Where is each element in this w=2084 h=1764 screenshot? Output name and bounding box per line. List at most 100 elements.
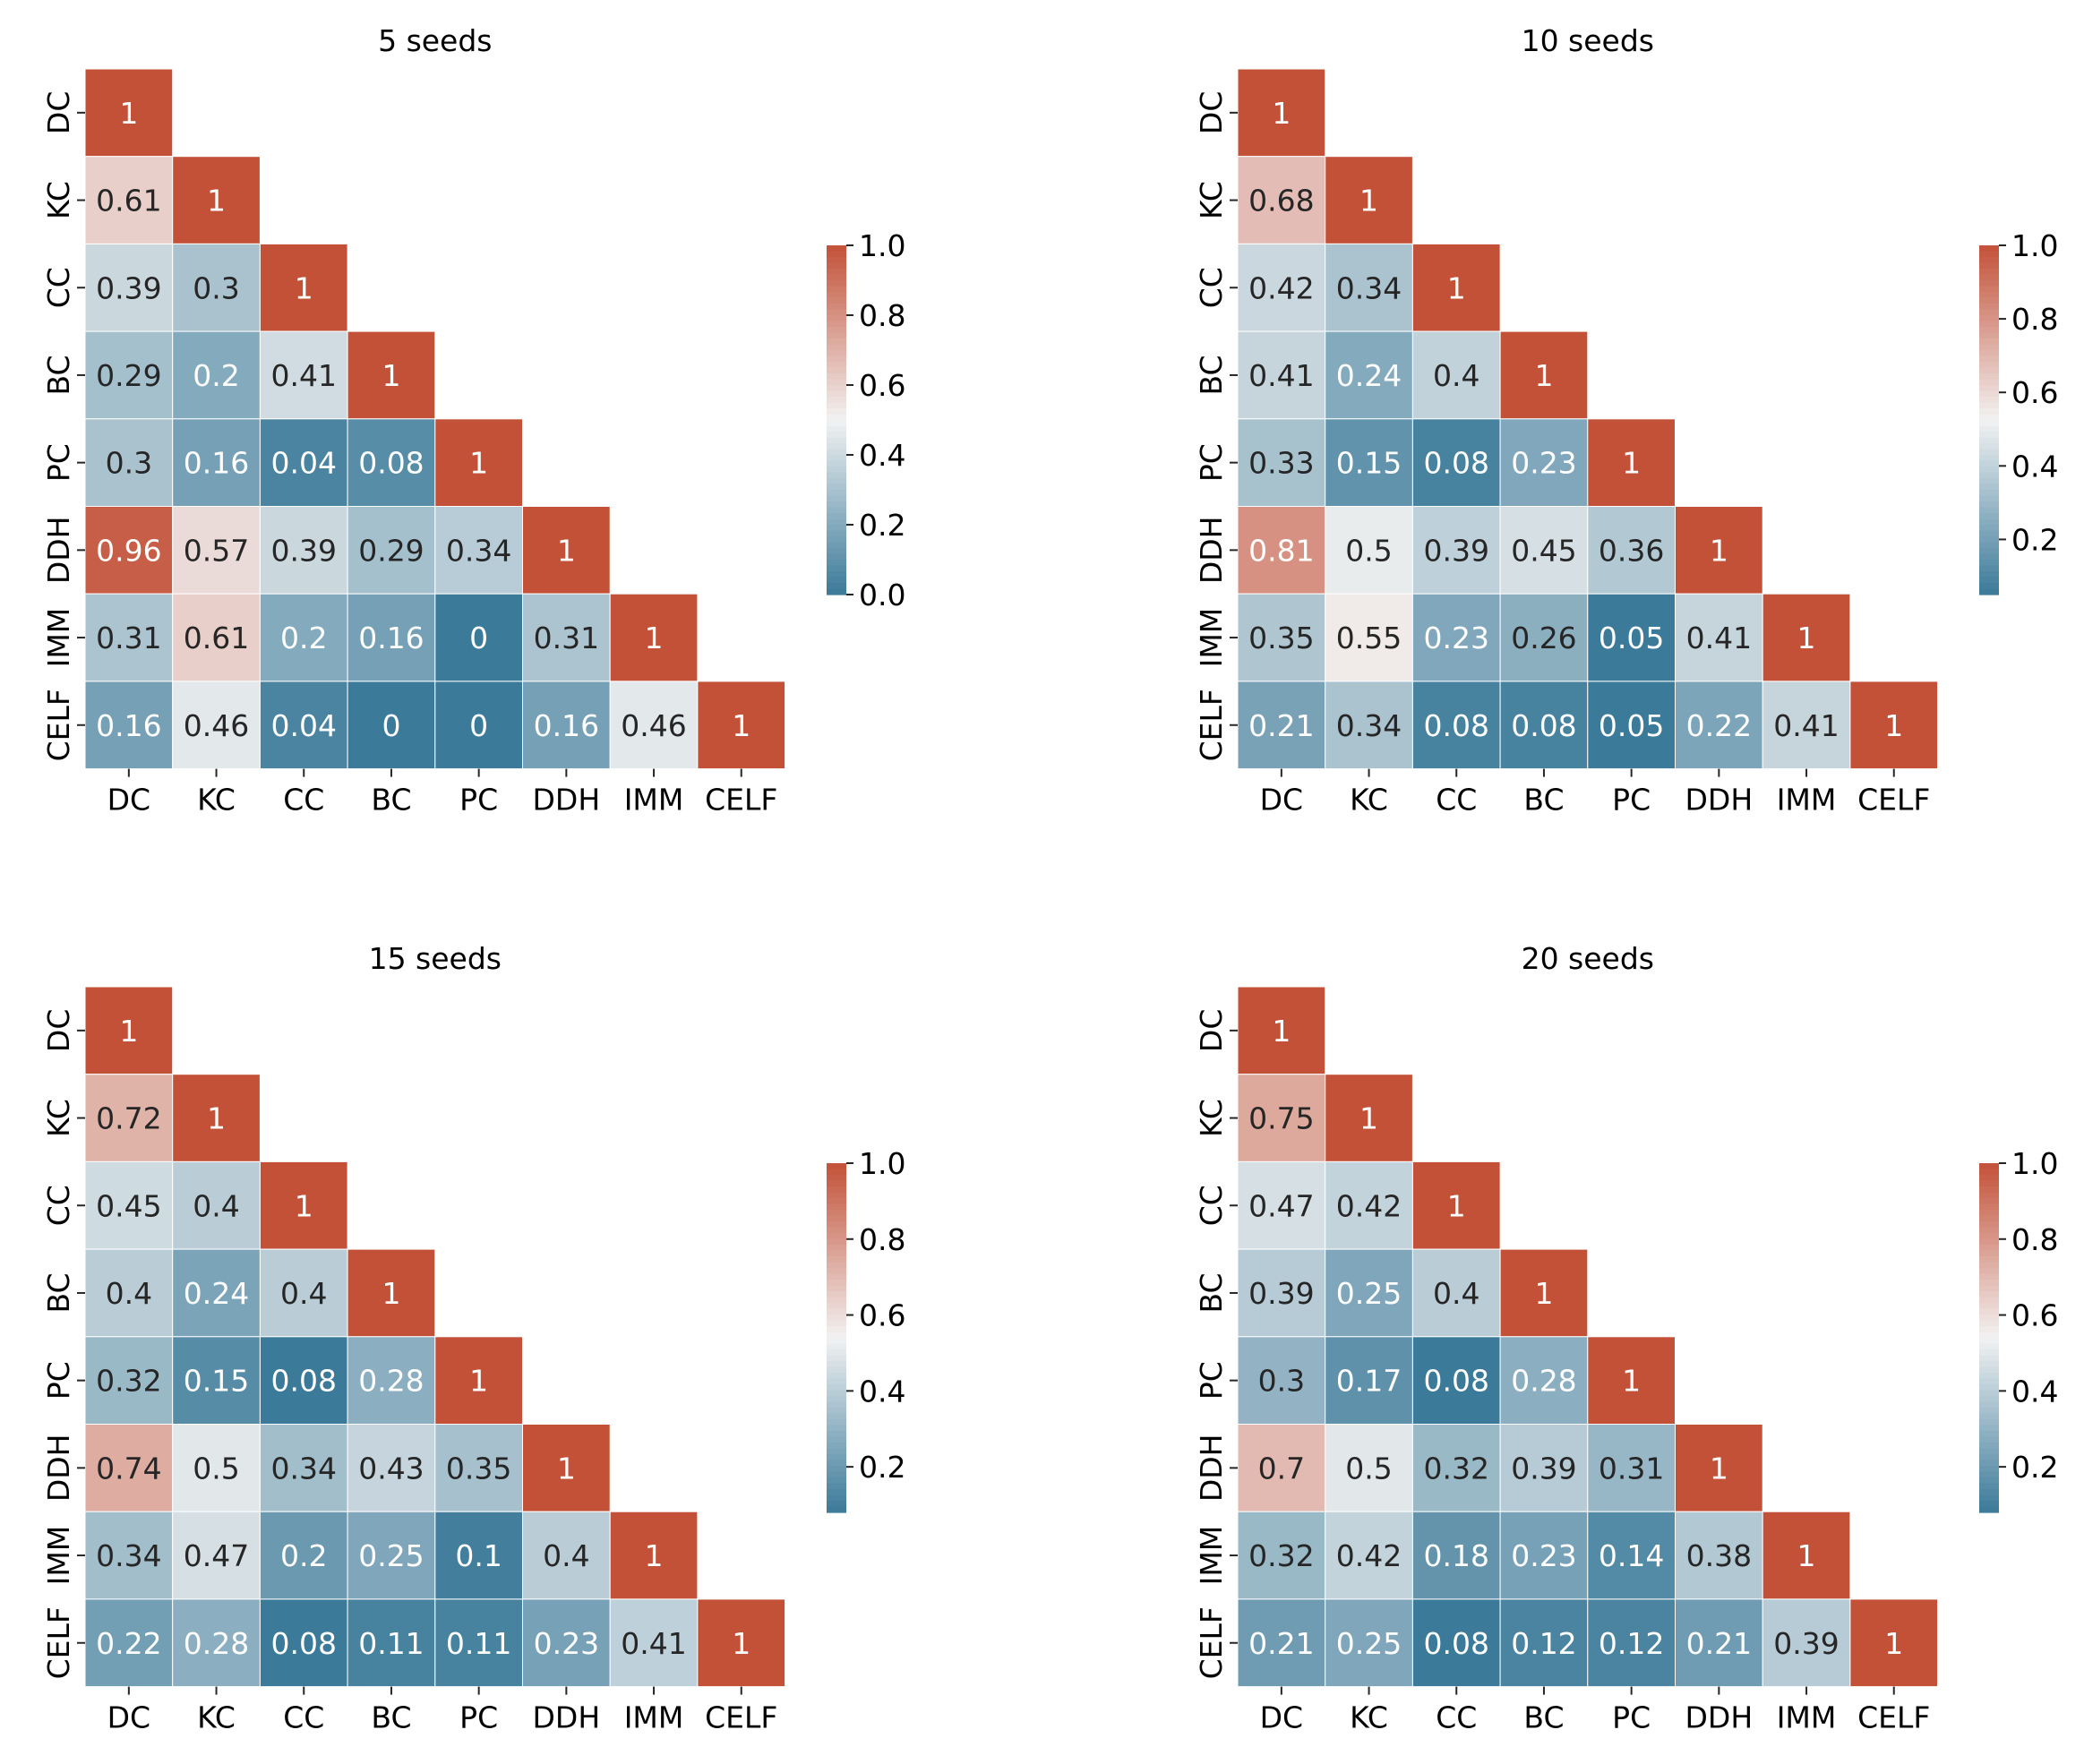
heatmap-cell — [1587, 1598, 1677, 1688]
colorbar-segment — [1979, 560, 1999, 567]
colorbar-segment — [1979, 286, 1999, 293]
heatmap-cell — [1675, 1511, 1763, 1600]
colorbar-segment — [1979, 1210, 1999, 1217]
colorbar-segment — [1979, 548, 1999, 555]
colorbar-segment — [1979, 1180, 1999, 1187]
colorbar-segment — [1979, 373, 1999, 381]
heatmap-cell — [259, 1598, 348, 1688]
cell-value: 0.14 — [1599, 1538, 1664, 1573]
heatmap-cell — [522, 1511, 611, 1600]
colorbar-segment — [827, 1489, 846, 1496]
heatmap-cell — [1325, 1424, 1413, 1512]
colorbar-segment — [1979, 1203, 1999, 1211]
cell-value: 0.34 — [96, 1538, 161, 1573]
cell-value: 0.38 — [1686, 1538, 1752, 1573]
cell-value: 0.28 — [358, 1364, 424, 1399]
colorbar-segment — [1979, 501, 1999, 509]
cell-value: 0.23 — [1511, 1538, 1576, 1573]
cell-value: 0.32 — [96, 1364, 161, 1399]
heatmap-cell — [1237, 681, 1326, 770]
cell-value: 0.72 — [96, 1101, 161, 1136]
colorbar-tick-label: 0.2 — [2011, 522, 2058, 557]
cell-value: 0.2 — [280, 1538, 327, 1573]
colorbar-tick-label: 0.6 — [2011, 1298, 2058, 1333]
colorbar-segment — [1979, 443, 1999, 450]
colorbar-segment — [1979, 1477, 1999, 1485]
x-tick-label: BC — [1523, 783, 1564, 818]
colorbar-segment — [1979, 495, 1999, 502]
cell-value: 0.4 — [193, 1188, 239, 1223]
x-tick-label: DC — [107, 783, 150, 818]
colorbar-tick-label: 0.8 — [859, 1222, 905, 1257]
heatmap-cell — [1675, 1598, 1763, 1688]
cell-value: 0.41 — [621, 1626, 686, 1661]
colorbar-segment — [1979, 309, 1999, 316]
colorbar-segment — [1979, 1401, 1999, 1409]
colorbar-segment — [1979, 484, 1999, 491]
heatmap-cell — [1587, 1424, 1677, 1512]
colorbar-tick-label: 0.8 — [859, 298, 905, 333]
colorbar-segment — [1979, 1308, 1999, 1315]
heatmap-cell — [1411, 593, 1501, 682]
colorbar-segment — [1979, 1419, 1999, 1426]
colorbar-segment — [1979, 553, 1999, 561]
heatmap-cell — [1325, 1160, 1413, 1250]
cell-value: 0.25 — [1336, 1626, 1402, 1661]
colorbar-segment — [1979, 1291, 1999, 1298]
heatmap-cell — [172, 593, 261, 682]
heatmap-cell — [434, 1336, 523, 1426]
heatmap-cell — [1411, 1160, 1501, 1250]
x-tick-label: BC — [371, 1700, 411, 1735]
colorbar-segment — [827, 1443, 846, 1450]
colorbar-segment — [827, 425, 846, 432]
y-tick-label: DC — [1194, 1009, 1229, 1052]
heatmap-cell — [84, 1160, 174, 1250]
colorbar-segment — [1979, 1408, 1999, 1415]
heatmap-cell — [347, 1248, 436, 1338]
cell-value: 1 — [469, 446, 488, 481]
colorbar-segment — [827, 408, 846, 415]
colorbar-segment — [827, 583, 846, 590]
colorbar-segment — [1979, 507, 1999, 514]
heatmap-cell — [434, 1511, 523, 1600]
heatmap-cell — [1325, 506, 1413, 595]
cell-value: 0.34 — [1336, 270, 1402, 305]
heatmap-cell — [1237, 330, 1326, 420]
y-tick-label: PC — [1194, 1361, 1229, 1400]
colorbar-tick-label: 1.0 — [2011, 228, 2058, 263]
cell-value: 0 — [382, 708, 400, 743]
cell-value: 0.4 — [106, 1276, 152, 1311]
colorbar-segment — [1979, 1262, 1999, 1269]
heatmap-cell — [172, 418, 261, 507]
cell-value: 0.25 — [1336, 1276, 1402, 1311]
colorbar-segment — [827, 495, 846, 502]
cell-value: 0.4 — [280, 1276, 327, 1311]
cell-value: 1 — [1797, 621, 1816, 655]
colorbar-segment — [827, 1320, 846, 1327]
heatmap-cell — [1325, 1248, 1413, 1338]
y-tick-label: CELF — [1194, 1606, 1229, 1679]
cell-value: 0.18 — [1424, 1538, 1489, 1573]
cell-value: 1 — [382, 358, 400, 393]
cell-value: 0.21 — [1248, 1626, 1314, 1661]
colorbar-segment — [827, 1436, 846, 1443]
y-tick-label: BC — [41, 1272, 76, 1313]
heatmap-cell — [609, 593, 699, 682]
colorbar-segment — [827, 1314, 846, 1322]
colorbar-segment — [1979, 1396, 1999, 1403]
colorbar-segment — [827, 1408, 846, 1415]
cell-value: 0.39 — [1424, 533, 1489, 568]
cell-value: 0.2 — [280, 621, 327, 655]
heatmap-cell — [1499, 1336, 1589, 1426]
y-tick-label: PC — [41, 1361, 76, 1400]
y-tick-label: CC — [41, 267, 76, 308]
x-tick-label: PC — [459, 1700, 498, 1735]
colorbar-segment — [827, 548, 846, 555]
y-tick-label: BC — [1194, 1272, 1229, 1313]
cell-value: 0.16 — [96, 708, 161, 743]
heatmap-cell — [434, 1424, 523, 1512]
cell-value: 1 — [1359, 1101, 1378, 1136]
heatmap-cell — [1499, 418, 1589, 507]
